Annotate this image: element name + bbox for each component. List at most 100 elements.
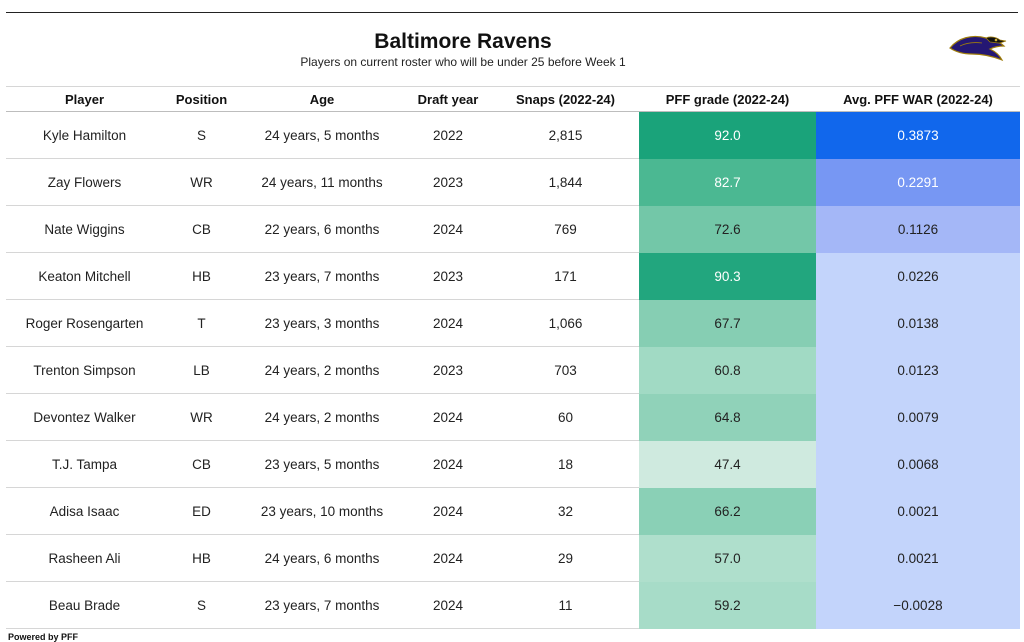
age-cell: 23 years, 7 months xyxy=(240,581,404,629)
draft-year-cell: 2024 xyxy=(404,487,492,535)
position-cell: T xyxy=(163,299,240,347)
table-row: Nate Wiggins CB 22 years, 6 months 2024 769 7… xyxy=(6,205,1020,253)
draft-year-cell: 2024 xyxy=(404,205,492,253)
position-cell: WR xyxy=(163,158,240,206)
avg-war-cell: 0.0226 xyxy=(816,252,1020,300)
pff-grade-cell: 47.4 xyxy=(639,440,816,488)
draft-year-cell: 2024 xyxy=(404,534,492,582)
table-row: Roger Rosengarten T 23 years, 3 months 2024… xyxy=(6,299,1020,347)
draft-year-cell: 2024 xyxy=(404,299,492,347)
snaps-cell: 29 xyxy=(492,534,639,582)
ravens-logo-icon xyxy=(949,35,1007,62)
col-header-snaps: Snaps (2022-24) xyxy=(492,86,639,112)
age-cell: 24 years, 2 months xyxy=(240,393,404,441)
avg-war-cell: 0.0021 xyxy=(816,534,1020,582)
snaps-cell: 171 xyxy=(492,252,639,300)
table-row: Trenton Simpson LB 24 years, 2 months 2023 7… xyxy=(6,346,1020,394)
avg-war-cell: 0.0138 xyxy=(816,299,1020,347)
avg-war-cell: 0.3873 xyxy=(816,111,1020,159)
player-cell: Nate Wiggins xyxy=(6,205,163,253)
player-cell: Kyle Hamilton xyxy=(6,111,163,159)
player-cell: Beau Brade xyxy=(6,581,163,629)
position-cell: HB xyxy=(163,534,240,582)
draft-year-cell: 2023 xyxy=(404,346,492,394)
position-cell: HB xyxy=(163,252,240,300)
draft-year-cell: 2022 xyxy=(404,111,492,159)
pff-grade-cell: 92.0 xyxy=(639,111,816,159)
roster-table: Player Position Age Draft year Snaps (2022-2… xyxy=(6,86,1020,629)
pff-grade-cell: 64.8 xyxy=(639,393,816,441)
position-cell: CB xyxy=(163,205,240,253)
col-header-avg-war: Avg. PFF WAR (2022-24) xyxy=(816,86,1020,112)
age-cell: 23 years, 7 months xyxy=(240,252,404,300)
snaps-cell: 32 xyxy=(492,487,639,535)
player-cell: Devontez Walker xyxy=(6,393,163,441)
age-cell: 22 years, 6 months xyxy=(240,205,404,253)
age-cell: 23 years, 10 months xyxy=(240,487,404,535)
draft-year-cell: 2023 xyxy=(404,252,492,300)
table-row: Rasheen Ali HB 24 years, 6 months 2024 29 57.… xyxy=(6,534,1020,582)
snaps-cell: 703 xyxy=(492,346,639,394)
avg-war-cell: 0.0068 xyxy=(816,440,1020,488)
pff-grade-cell: 60.8 xyxy=(639,346,816,394)
position-cell: WR xyxy=(163,393,240,441)
player-cell: T.J. Tampa xyxy=(6,440,163,488)
draft-year-cell: 2023 xyxy=(404,158,492,206)
table-row: T.J. Tampa CB 23 years, 5 months 2024 18 47.4… xyxy=(6,440,1020,488)
page-title: Baltimore Ravens xyxy=(374,30,552,53)
player-cell: Keaton Mitchell xyxy=(6,252,163,300)
col-header-draft-year: Draft year xyxy=(404,86,492,112)
col-header-age: Age xyxy=(240,86,404,112)
top-rule xyxy=(6,12,1018,13)
pff-grade-cell: 59.2 xyxy=(639,581,816,629)
player-cell: Adisa Isaac xyxy=(6,487,163,535)
avg-war-cell: −0.0028 xyxy=(816,581,1020,629)
snaps-cell: 1,066 xyxy=(492,299,639,347)
age-cell: 24 years, 2 months xyxy=(240,346,404,394)
snaps-cell: 60 xyxy=(492,393,639,441)
avg-war-cell: 0.0021 xyxy=(816,487,1020,535)
avg-war-cell: 0.0079 xyxy=(816,393,1020,441)
avg-war-cell: 0.2291 xyxy=(816,158,1020,206)
col-header-pff-grade: PFF grade (2022-24) xyxy=(639,86,816,112)
table-row: Kyle Hamilton S 24 years, 5 months 2022 2,81… xyxy=(6,111,1020,159)
pff-grade-cell: 66.2 xyxy=(639,487,816,535)
pff-grade-cell: 90.3 xyxy=(639,252,816,300)
table-header-row: Player Position Age Draft year Snaps (2022-2… xyxy=(6,86,1020,112)
snaps-cell: 11 xyxy=(492,581,639,629)
footer-credit: Powered by PFF xyxy=(8,632,79,642)
snaps-cell: 1,844 xyxy=(492,158,639,206)
col-header-player: Player xyxy=(6,86,163,112)
page-subtitle: Players on current roster who will be un… xyxy=(300,55,626,69)
table-row: Zay Flowers WR 24 years, 11 months 2023 1,84… xyxy=(6,158,1020,206)
position-cell: ED xyxy=(163,487,240,535)
age-cell: 23 years, 5 months xyxy=(240,440,404,488)
position-cell: S xyxy=(163,111,240,159)
avg-war-cell: 0.0123 xyxy=(816,346,1020,394)
table-row: Devontez Walker WR 24 years, 2 months 2024 6… xyxy=(6,393,1020,441)
draft-year-cell: 2024 xyxy=(404,581,492,629)
table-row: Keaton Mitchell HB 23 years, 7 months 2023 1… xyxy=(6,252,1020,300)
table-row: Beau Brade S 23 years, 7 months 2024 11 59.2−… xyxy=(6,581,1020,629)
snaps-cell: 2,815 xyxy=(492,111,639,159)
pff-grade-cell: 67.7 xyxy=(639,299,816,347)
snaps-cell: 769 xyxy=(492,205,639,253)
col-header-position: Position xyxy=(163,86,240,112)
player-cell: Trenton Simpson xyxy=(6,346,163,394)
table-body: Kyle Hamilton S 24 years, 5 months 2022 2,81… xyxy=(6,111,1020,629)
draft-year-cell: 2024 xyxy=(404,393,492,441)
pff-grade-cell: 72.6 xyxy=(639,205,816,253)
table-row: Adisa Isaac ED 23 years, 10 months 2024 32 66… xyxy=(6,487,1020,535)
age-cell: 24 years, 5 months xyxy=(240,111,404,159)
position-cell: CB xyxy=(163,440,240,488)
position-cell: S xyxy=(163,581,240,629)
age-cell: 24 years, 6 months xyxy=(240,534,404,582)
player-cell: Rasheen Ali xyxy=(6,534,163,582)
pff-grade-cell: 57.0 xyxy=(639,534,816,582)
age-cell: 23 years, 3 months xyxy=(240,299,404,347)
player-cell: Zay Flowers xyxy=(6,158,163,206)
snaps-cell: 18 xyxy=(492,440,639,488)
pff-grade-cell: 82.7 xyxy=(639,158,816,206)
age-cell: 24 years, 11 months xyxy=(240,158,404,206)
player-cell: Roger Rosengarten xyxy=(6,299,163,347)
